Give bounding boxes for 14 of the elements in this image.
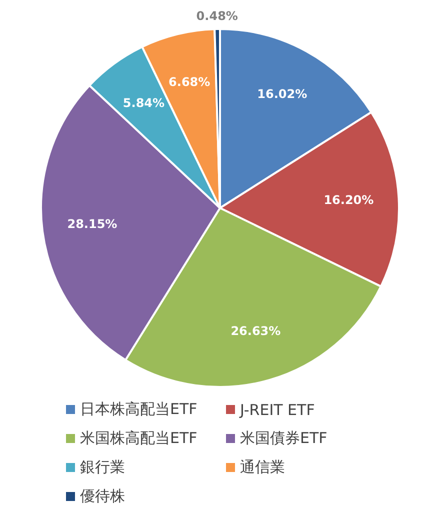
data-label: 26.63% [230,324,281,338]
legend-label: 通信業 [239,458,286,477]
data-label: 6.68% [168,74,210,89]
legend-label: 米国株高配当ETF [79,429,198,448]
legend-label: 米国債券ETF [239,429,328,448]
legend-label: J-REIT ETF [238,400,316,419]
legend-label: 銀行業 [79,458,126,477]
legend-label: 日本株高配当ETF [79,400,198,419]
data-label: 0.48% [196,9,238,24]
data-label: 28.15% [67,216,118,231]
data-label: 5.84% [122,96,165,110]
legend-label: 優待株 [79,487,126,506]
data-label: 16.02% [257,87,308,102]
data-label: 16.20% [324,193,374,208]
